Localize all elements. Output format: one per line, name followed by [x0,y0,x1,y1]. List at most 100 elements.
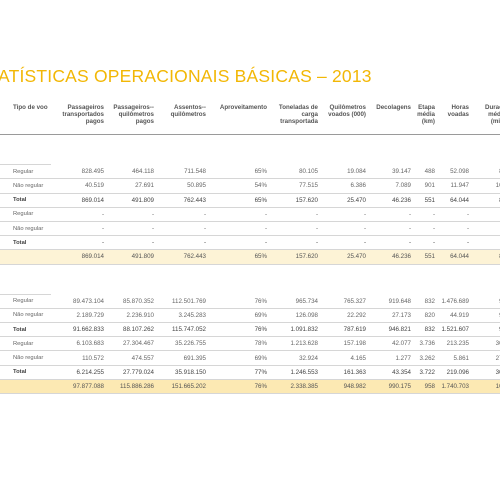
table-row: Regular 828.495 464.118 711.548 65% 80.105 19.… [0,164,500,180]
value-cell: - [413,221,437,237]
value-cell: 157.620 [269,249,320,265]
value-cell: 2.189.729 [51,308,106,324]
value-cell: 303 [471,365,500,380]
value-cell: 1.476.689 [437,294,471,309]
value-cell: 990.175 [368,379,413,395]
flight-type-cell: Regular [11,164,51,180]
value-cell: 1.277 [368,350,413,366]
value-cell: 1.091.832 [269,322,320,338]
value-cell: 551 [413,193,437,208]
value-cell: - [208,221,269,237]
value-cell: - [51,221,106,237]
value-cell: - [437,221,471,237]
category-cell [0,151,11,166]
value-cell: - [413,207,437,222]
category-cell [0,207,11,222]
value-cell: 83 [471,193,500,208]
value-cell: 869.014 [51,249,106,265]
category-cell [0,193,11,208]
value-cell: 65% [208,249,269,265]
column-header: Passageiros--quilômetros pagos [106,104,156,135]
table-row: Total 91.662.833 88.107.262 115.747.052 76% 1… [0,322,500,338]
value-cell: - [320,235,368,251]
value-cell: 3.262 [413,350,437,366]
value-cell: - [269,235,320,251]
table-row: Não regular 40.519 27.691 50.895 54% 77.515 6.… [0,178,500,194]
value-cell: 2.236.910 [106,308,156,324]
value-cell: 50.895 [156,178,208,194]
table-row: Não regular 2.189.729 2.236.910 3.245.283 69… [0,308,500,324]
value-cell: 35.918.150 [156,365,208,380]
value-cell: 213.235 [437,336,471,352]
value-cell: 762.443 [156,193,208,208]
value-cell: 6.386 [320,178,368,194]
value-cell: 1.521.607 [437,322,471,338]
value-cell: 151.665.202 [156,379,208,395]
value-cell: 832 [413,294,437,309]
value-cell: 27.304.467 [106,336,156,352]
value-cell: 42.077 [368,336,413,352]
category-cell [0,365,11,380]
value-cell: 25.470 [320,193,368,208]
flight-type-cell: Total [11,235,51,251]
column-header: Decolagens [368,104,413,135]
value-cell: 78% [208,336,269,352]
table-row: Total 6.214.255 27.779.024 35.918.150 77% 1.2… [0,365,500,380]
value-cell: 115.886.286 [106,379,156,395]
flight-type-cell [11,151,51,166]
value-cell: 765.327 [320,294,368,309]
spacer-row [0,264,500,281]
table-row: Regular 89.473.104 85.870.352 112.501.769 76… [0,294,500,309]
value-cell: 88.107.262 [106,322,156,338]
value-cell: 76% [208,379,269,395]
value-cell: 762.443 [156,249,208,265]
value-cell: 820 [413,308,437,324]
section-header-row: l [0,280,500,295]
value-cell: 6.214.255 [51,365,106,380]
column-header: Passageiros transportados pagos [51,104,106,135]
value-cell: 69% [208,350,269,366]
value-cell: 157.198 [320,336,368,352]
value-cell: 97.877.088 [51,379,106,395]
value-cell: 919.648 [368,294,413,309]
value-cell: 89.473.104 [51,294,106,309]
value-cell: 80.105 [269,164,320,180]
value-cell: 115.747.052 [156,322,208,338]
subtotal-row: 869.014 491.809 762.443 65% 157.620 25.470 46.… [0,249,500,265]
value-cell: - [51,207,106,222]
flight-type-cell [11,280,51,295]
value-cell: 126.098 [269,308,320,324]
value-cell: 22.292 [320,308,368,324]
category-cell [0,350,11,366]
flight-type-cell: Total [11,365,51,380]
value-cell: - [471,207,500,222]
table-row: Não regular---------- [0,221,500,237]
value-cell: - [368,235,413,251]
value-cell: 80 [471,164,500,180]
value-cell: 99 [471,308,500,324]
category-cell [0,322,11,338]
category-cell [0,221,11,237]
value-cell: - [106,221,156,237]
category-cell [0,336,11,352]
value-cell: - [51,235,106,251]
value-cell: - [106,235,156,251]
column-header: a [0,104,11,135]
value-cell: 101 [471,178,500,194]
value-cell: - [208,207,269,222]
value-cell: 76% [208,322,269,338]
value-cell: 4.165 [320,350,368,366]
value-cell: 112.501.769 [156,294,208,309]
value-cell: 46.236 [368,193,413,208]
category-cell [0,308,11,324]
column-header: Duraçã média (min) [471,104,500,135]
value-cell: 83 [471,249,500,265]
column-header: Assentos--quilômetros [156,104,208,135]
category-cell [0,164,11,180]
table-row: Regular 6.103.683 27.304.467 35.226.755 78% 1… [0,336,500,352]
value-cell: - [368,207,413,222]
value-cell: 25.470 [320,249,368,265]
flight-type-cell: Total [11,322,51,338]
value-cell: 958 [413,379,437,395]
